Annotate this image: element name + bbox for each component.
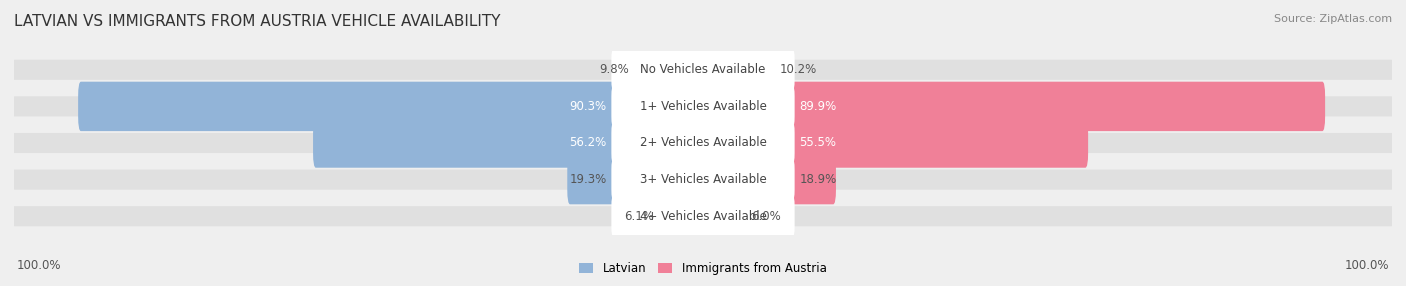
Text: 100.0%: 100.0%: [17, 259, 62, 272]
Legend: Latvian, Immigrants from Austria: Latvian, Immigrants from Austria: [575, 258, 831, 280]
FancyBboxPatch shape: [14, 60, 1392, 80]
FancyBboxPatch shape: [14, 170, 1392, 190]
FancyBboxPatch shape: [14, 96, 1392, 116]
FancyBboxPatch shape: [14, 206, 1392, 226]
FancyBboxPatch shape: [612, 85, 794, 128]
FancyBboxPatch shape: [700, 82, 1324, 131]
Text: 3+ Vehicles Available: 3+ Vehicles Available: [640, 173, 766, 186]
FancyBboxPatch shape: [633, 45, 706, 94]
Text: 56.2%: 56.2%: [569, 136, 606, 150]
Text: 9.8%: 9.8%: [599, 63, 628, 76]
FancyBboxPatch shape: [14, 133, 1392, 153]
Text: 90.3%: 90.3%: [569, 100, 606, 113]
FancyBboxPatch shape: [700, 118, 1088, 168]
Text: 6.0%: 6.0%: [751, 210, 780, 223]
FancyBboxPatch shape: [314, 118, 706, 168]
FancyBboxPatch shape: [612, 158, 794, 201]
Text: 89.9%: 89.9%: [800, 100, 837, 113]
Text: 19.3%: 19.3%: [569, 173, 606, 186]
Text: 18.9%: 18.9%: [800, 173, 837, 186]
Text: LATVIAN VS IMMIGRANTS FROM AUSTRIA VEHICLE AVAILABILITY: LATVIAN VS IMMIGRANTS FROM AUSTRIA VEHIC…: [14, 14, 501, 29]
Text: 55.5%: 55.5%: [800, 136, 837, 150]
FancyBboxPatch shape: [612, 122, 794, 164]
Text: Source: ZipAtlas.com: Source: ZipAtlas.com: [1274, 14, 1392, 24]
FancyBboxPatch shape: [79, 82, 706, 131]
Text: 1+ Vehicles Available: 1+ Vehicles Available: [640, 100, 766, 113]
FancyBboxPatch shape: [567, 155, 706, 204]
FancyBboxPatch shape: [658, 192, 706, 241]
FancyBboxPatch shape: [612, 195, 794, 237]
Text: 2+ Vehicles Available: 2+ Vehicles Available: [640, 136, 766, 150]
Text: 6.1%: 6.1%: [624, 210, 654, 223]
FancyBboxPatch shape: [700, 192, 747, 241]
FancyBboxPatch shape: [700, 155, 837, 204]
FancyBboxPatch shape: [612, 49, 794, 91]
Text: 100.0%: 100.0%: [1344, 259, 1389, 272]
FancyBboxPatch shape: [700, 45, 776, 94]
Text: 10.2%: 10.2%: [780, 63, 817, 76]
Text: No Vehicles Available: No Vehicles Available: [640, 63, 766, 76]
Text: 4+ Vehicles Available: 4+ Vehicles Available: [640, 210, 766, 223]
